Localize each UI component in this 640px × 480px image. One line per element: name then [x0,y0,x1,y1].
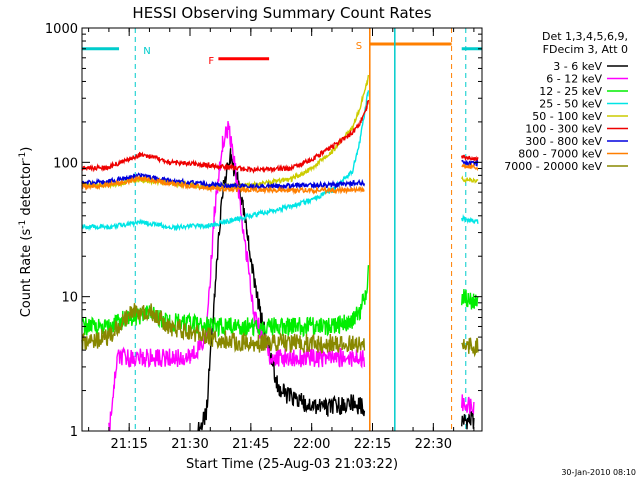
legend-entry-label: 3 - 6 keV [553,60,602,73]
y-tick-label: 1 [70,425,78,440]
flag-s-label: S [356,41,362,52]
x-tick-label: 21:45 [232,437,269,452]
x-axis-label: Start Time (25-Aug-03 21:03:22) [186,457,398,472]
flag-n-label: N [143,46,150,57]
series-line-12-25-kev [461,289,479,310]
series-line-800-7000-kev [81,175,365,195]
x-tick-label: 22:00 [293,437,330,452]
legend-entry-label: 7000 - 20000 keV [504,160,602,173]
series-line-7000-20000-kev [81,303,366,354]
axes-layer: 1 10 100 1000 21:15 21:30 21:45 22:00 22:15 22:30 [45,22,482,452]
legend-header-line-2: FDecim 3, Att 0 [543,43,628,56]
legend-entry-label: 12 - 25 keV [539,85,602,98]
series-line-50-100-kev [461,175,479,184]
legend-entry-label: 300 - 800 keV [525,135,602,148]
legend-entry-label: 800 - 7000 keV [518,148,602,161]
legend-entry-label: 50 - 100 keV [532,110,602,123]
series-line-100-300-kev [461,154,479,162]
flags-layer: N F S [82,28,482,431]
legend: Det 1,3,4,5,6,9, FDecim 3, Att 0 3 - 6 k… [504,30,628,173]
chart-title: HESSI Observing Summary Count Rates [132,4,431,22]
series-line-800-7000-kev [461,162,479,172]
series-line-7000-20000-kev [461,337,479,358]
legend-entry-label: 100 - 300 keV [525,123,602,136]
series-line-6-12-kev [461,394,475,416]
flag-f-label: F [208,56,214,67]
y-tick-label: 1000 [45,22,78,37]
y-tick-label: 10 [61,291,78,306]
y-tick-label: 100 [53,156,78,171]
footer-timestamp: 30-Jan-2010 08:10 [561,468,636,477]
x-tick-label: 22:15 [354,437,391,452]
series-line-3-6-kev [197,148,366,432]
series-line-300-800-kev [81,172,366,192]
x-tick-label: 21:30 [171,437,208,452]
series-line-25-50-kev [461,213,479,225]
plot-frame [81,27,483,432]
series-line-25-50-kev [81,90,370,232]
x-tick-label: 21:15 [110,437,147,452]
legend-entry-label: 25 - 50 keV [539,98,602,111]
series-line-100-300-kev [81,99,370,174]
legend-entry-label: 6 - 12 keV [546,73,602,86]
legend-header-line-1: Det 1,3,4,5,6,9, [542,30,628,43]
x-tick-label: 22:30 [415,437,452,452]
series-layer [81,74,479,432]
series-line-3-6-kev [461,411,475,430]
y-axis-label: Count Rate (s-1 detector-1) [18,147,34,318]
